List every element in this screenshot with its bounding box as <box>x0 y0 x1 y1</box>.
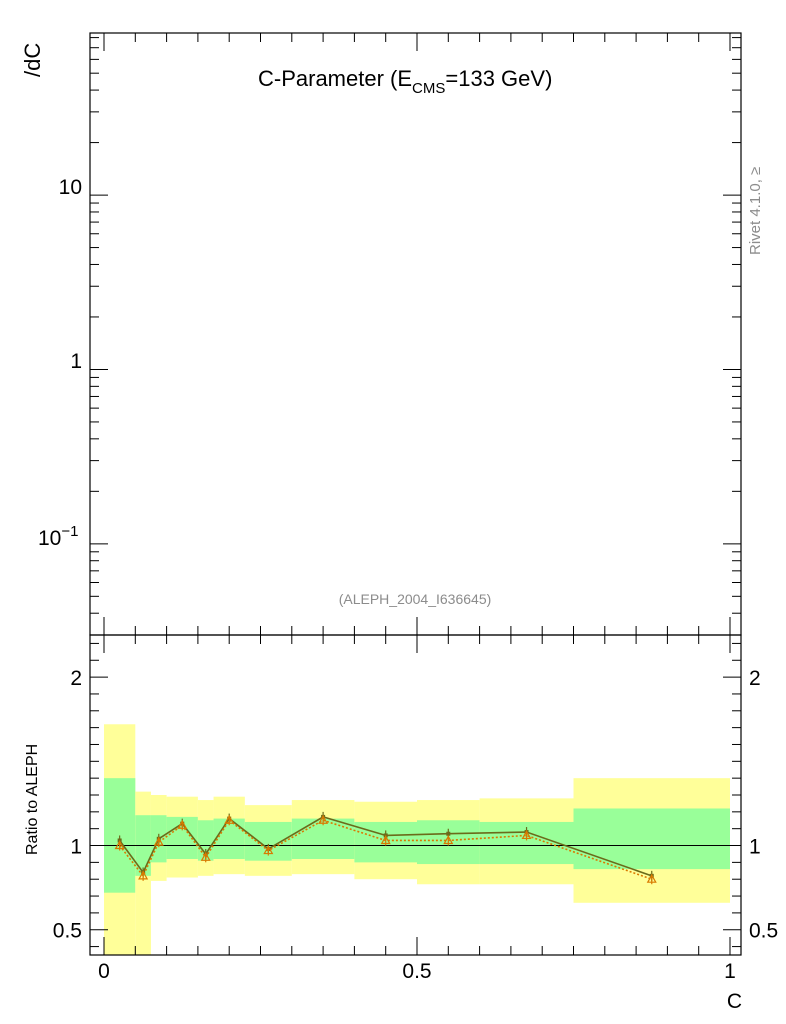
data-point <box>318 815 329 824</box>
data-point <box>446 831 451 836</box>
data-point <box>138 870 149 880</box>
ytick-label-1: 1 <box>70 350 82 373</box>
green-band <box>213 818 245 859</box>
ytick-label-10: 10 <box>59 176 82 199</box>
ratio-ytick-label-left: 0.5 <box>53 920 82 943</box>
ratio-ytick-label-right: 0.5 <box>749 920 778 943</box>
data-point <box>177 820 188 829</box>
data-point <box>521 830 532 840</box>
xtick-label: 0 <box>98 960 110 983</box>
top-title: C-Parameter (ECMS=133 GeV) <box>258 66 552 97</box>
green-band <box>291 818 355 859</box>
data-point <box>224 815 235 824</box>
xtick-label: 0.5 <box>402 960 431 983</box>
ratio-ylabel: Ratio to ALEPH <box>24 744 41 855</box>
watermark: (ALEPH_2004_I636645) <box>339 591 492 607</box>
ytick-label-0.1: 10−1 <box>38 523 78 550</box>
ratio-ytick-label-left: 1 <box>70 836 82 859</box>
data-point <box>114 840 125 850</box>
top-panel-ticks <box>90 33 741 636</box>
ratio-ytick-label-left: 2 <box>70 667 82 690</box>
xlabel: C <box>727 990 742 1013</box>
series-group <box>114 811 657 885</box>
ratio-panel-ticks <box>90 635 741 955</box>
ratio-tick-labels: 0.5 0.5 1 1 2 2 0 0.5 1 <box>53 667 778 983</box>
green-band <box>573 808 730 870</box>
uncertainty-bands <box>104 724 730 955</box>
data-point <box>380 835 391 845</box>
data-point <box>153 836 164 846</box>
data-point <box>646 874 657 883</box>
series-line-1 <box>119 819 653 880</box>
xtick-label: 1 <box>724 960 736 983</box>
data-point <box>200 852 211 861</box>
top-ylabel: /dC <box>20 43 45 77</box>
ratio-ytick-label-right: 1 <box>749 836 761 859</box>
series-line-0 <box>119 816 653 877</box>
rivet-side-label: Rivet 4.1.0, ≥ <box>747 167 764 255</box>
data-point <box>443 835 454 845</box>
data-point <box>263 845 274 855</box>
top-panel-frame <box>89 32 742 636</box>
ratio-ytick-label-right: 2 <box>749 667 761 690</box>
green-band <box>197 820 214 861</box>
green-band <box>104 778 136 893</box>
